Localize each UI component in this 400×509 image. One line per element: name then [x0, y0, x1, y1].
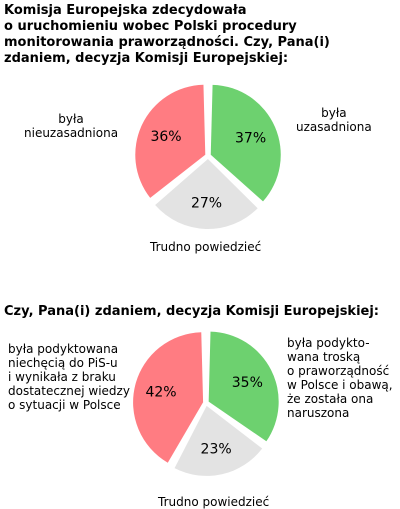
label-line: naruszona — [287, 406, 350, 420]
chart1-label-green: była uzasadniona — [296, 106, 372, 134]
label-line: była — [58, 112, 84, 126]
label-line: była — [321, 106, 347, 120]
chart1-title: Komisja Europejska zdecydowała o uruchom… — [4, 3, 330, 67]
chart1-title-line: o uruchomieniu wobec Polski procedury — [4, 19, 297, 34]
chart2-label-gray: Trudno powiedzieć — [158, 495, 269, 509]
chart1-title-line: Komisja Europejska zdecydowała — [4, 3, 247, 18]
chart1-slice-0-value-label: 37% — [235, 131, 266, 147]
label-line: i wynikała z braku — [8, 370, 116, 384]
label-line: o sytuacji w Polsce — [8, 398, 121, 412]
label-line: dostatecznej wiedzy — [8, 384, 130, 398]
label-line: Trudno powiedzieć — [158, 495, 270, 509]
chart2-slice-0-value-label: 35% — [232, 375, 263, 391]
label-line: wana troską — [287, 350, 361, 364]
label-line: nieuzasadniona — [24, 126, 119, 140]
label-line: Trudno powiedzieć — [150, 240, 262, 254]
chart2-slice-0 — [208, 331, 279, 442]
chart1-title-line: monitorowania praworządności. Czy, Pana(… — [4, 35, 330, 50]
label-line: w Polsce i obawą, — [287, 378, 393, 392]
chart1-label-gray: Trudno powiedzieć — [150, 240, 261, 254]
chart2-slice-2 — [133, 332, 204, 463]
chart1-slice-0 — [210, 84, 281, 202]
chart1-slice-1-value-label: 27% — [191, 195, 222, 211]
chart1-label-red: była nieuzasadniona — [24, 112, 118, 140]
label-line: o praworządność — [287, 364, 390, 378]
chart1-slice-2-value-label: 36% — [150, 129, 181, 145]
chart2-slice-2-value-label: 42% — [145, 384, 176, 400]
chart2-title: Czy, Pana(i) zdaniem, decyzja Komisji Eu… — [4, 304, 379, 320]
chart1-title-line: zdaniem, decyzja Komisji Europejskiej: — [4, 51, 289, 66]
chart1-slice-2 — [135, 84, 206, 198]
chart2-label-green: była podykto- wana troską o praworządnoś… — [287, 336, 393, 420]
chart2-title-line: Czy, Pana(i) zdaniem, decyzja Komisji Eu… — [4, 304, 380, 319]
label-line: była podykto- — [287, 336, 370, 350]
label-line: że została ona — [287, 392, 374, 406]
chart2-slice-1-value-label: 23% — [201, 441, 232, 457]
chart2-slice-1 — [174, 405, 263, 476]
label-line: była podyktowana — [8, 342, 119, 356]
label-line: niechęcią do PiS-u — [8, 356, 118, 370]
label-line: uzasadniona — [296, 120, 372, 134]
chart1-slice-1 — [155, 158, 258, 229]
chart2-label-red: była podyktowana niechęcią do PiS-u i wy… — [8, 342, 130, 412]
